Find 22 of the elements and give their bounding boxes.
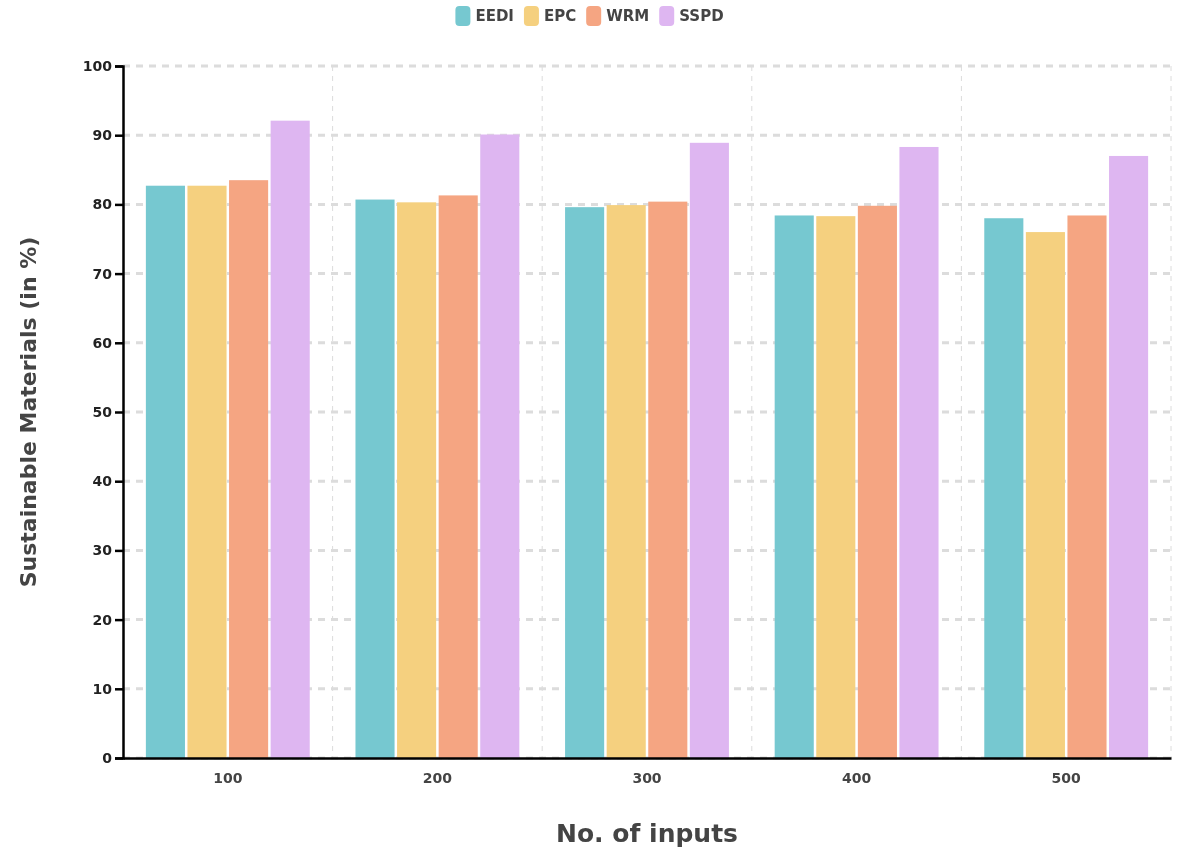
legend-label: EEDI bbox=[475, 7, 514, 25]
legend-label: WRM bbox=[606, 7, 650, 25]
y-tick-label: 0 bbox=[102, 749, 113, 766]
y-tick-label: 40 bbox=[92, 473, 113, 490]
x-tick-label: 400 bbox=[841, 770, 872, 787]
y-tick-label: 60 bbox=[92, 334, 113, 351]
y-tick-label: 20 bbox=[92, 611, 113, 628]
x-tick-label: 300 bbox=[632, 770, 662, 787]
y-tick-label: 100 bbox=[82, 57, 113, 74]
x-tick-label: 100 bbox=[213, 770, 243, 787]
y-axis-title: Sustainable Materials (in %) bbox=[16, 236, 41, 588]
y-tick-label: 50 bbox=[92, 403, 113, 420]
y-tick-label: 90 bbox=[92, 127, 113, 144]
x-axis-title: No. of inputs bbox=[556, 819, 738, 848]
legend-label: EPC bbox=[543, 7, 577, 25]
legend-label: SSPD bbox=[679, 7, 724, 25]
y-tick-label: 30 bbox=[92, 542, 113, 559]
y-tick-label: 10 bbox=[92, 680, 113, 697]
x-tick-label: 500 bbox=[1051, 770, 1082, 787]
x-tick-label: 200 bbox=[422, 770, 453, 787]
y-tick-label: 80 bbox=[92, 196, 113, 213]
y-tick-label: 70 bbox=[92, 265, 113, 282]
